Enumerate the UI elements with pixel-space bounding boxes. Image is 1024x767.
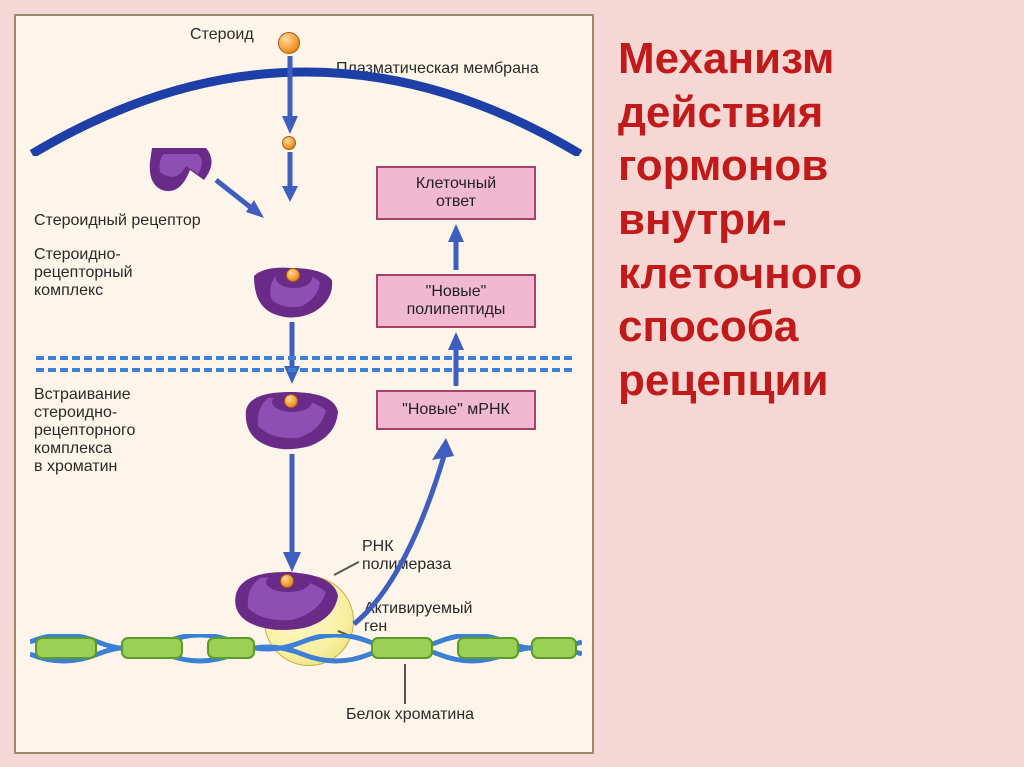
arrow-into-nucleus bbox=[280, 322, 304, 386]
title-panel: Механизм действия гормонов внутри-клеточ… bbox=[594, 0, 1024, 767]
nuclear-envelope-line2 bbox=[36, 368, 572, 372]
label-integration: Встраивание стероидно- рецепторного комп… bbox=[34, 386, 135, 476]
plasma-membrane-arc bbox=[16, 16, 596, 156]
arrow-to-receptor bbox=[278, 152, 302, 204]
arrow-mrna-to-poly bbox=[444, 330, 468, 388]
box-new-mrna: "Новые" мРНК bbox=[376, 390, 536, 430]
arrow-dna-to-mrna bbox=[346, 432, 476, 632]
label-chromatin-protein: Белок хроматина bbox=[346, 706, 474, 724]
box-cell-response: Клеточный ответ bbox=[376, 166, 536, 220]
diagram-panel: Стероид Плазматическая мембрана Стероидн… bbox=[14, 14, 594, 754]
arrow-enter-cell bbox=[278, 56, 302, 136]
arrow-poly-to-response bbox=[444, 222, 468, 272]
nuclear-envelope-line1 bbox=[36, 356, 572, 360]
label-receptor: Стероидный рецептор bbox=[34, 212, 201, 230]
leader-chromatin bbox=[404, 664, 406, 704]
page-title: Механизм действия гормонов внутри-клеточ… bbox=[618, 32, 1006, 408]
steroid-in-complex bbox=[286, 268, 300, 282]
box-new-polypeptides: "Новые" полипептиды bbox=[376, 274, 536, 328]
steroid-molecule-cytosol bbox=[282, 136, 296, 150]
chromatin-proteins bbox=[30, 628, 582, 668]
steroid-on-dna bbox=[280, 574, 294, 588]
steroid-receptor-free bbox=[146, 144, 216, 210]
arrow-to-chromatin bbox=[280, 454, 304, 574]
arrow-receptor-to-complex bbox=[212, 174, 270, 224]
steroid-in-nucleus bbox=[284, 394, 298, 408]
label-complex: Стероидно- рецепторный комплекс bbox=[34, 246, 133, 300]
